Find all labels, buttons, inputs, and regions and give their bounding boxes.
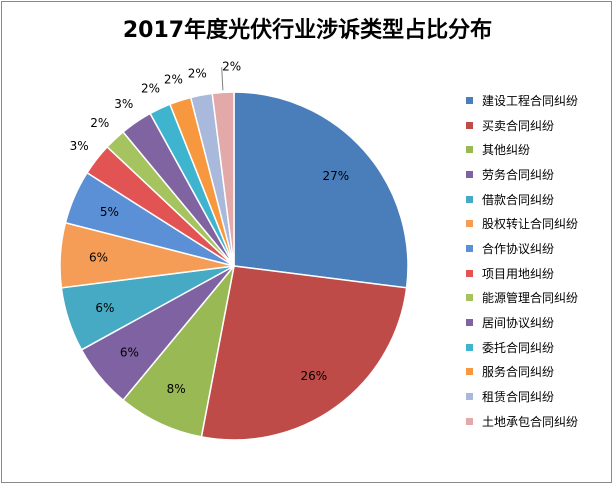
data-label-1: 26% xyxy=(300,369,327,383)
legend-item-12: 租赁合同纠纷 xyxy=(466,384,611,409)
legend-swatch-6 xyxy=(466,244,473,252)
legend-item-0: 建设工程合同纠纷 xyxy=(466,88,611,113)
data-label-9: 3% xyxy=(114,97,133,111)
legend-item-2: 其他纠纷 xyxy=(466,137,611,162)
legend-label-3: 劳务合同纠纷 xyxy=(482,167,555,182)
chart-legend: 建设工程合同纠纷 买卖合同纠纷 其他纠纷劳务合同纠纷 借款合同纠纷股权转让合同纠纷 合作… xyxy=(466,88,611,434)
legend-label-2: 其他纠纷 xyxy=(482,143,531,158)
data-label-6: 5% xyxy=(100,205,119,219)
data-label-4: 6% xyxy=(95,301,114,315)
legend-item-6: 合作协议纠纷 xyxy=(466,236,611,261)
legend-label-0: 建设工程合同纠纷 xyxy=(482,93,579,108)
legend-label-8: 能源管理合同纠纷 xyxy=(482,291,579,306)
pie-slice-0 xyxy=(233,91,409,289)
legend-label-13: 土地承包合同纠纷 xyxy=(482,414,579,429)
legend-item-5: 股权转让合同纠纷 xyxy=(466,211,611,236)
legend-item-11: 服务合同纠纷 xyxy=(466,360,611,385)
legend-swatch-5 xyxy=(466,220,473,228)
data-label-11: 2% xyxy=(164,73,183,87)
legend-swatch-1 xyxy=(466,121,473,129)
data-label-5: 6% xyxy=(89,251,108,265)
chart-title: 2017年度光伏行业涉诉类型占比分布 xyxy=(122,18,493,43)
legend-label-9: 居间协议纠纷 xyxy=(482,316,555,331)
legend-label-7: 项目用地纠纷 xyxy=(482,266,555,281)
leader-line-13 xyxy=(221,67,224,91)
legend-label-11: 服务合同纠纷 xyxy=(482,365,555,380)
legend-swatch-10 xyxy=(466,343,473,351)
legend-swatch-13 xyxy=(466,417,473,425)
legend-swatch-12 xyxy=(466,393,473,401)
legend-item-10: 委托合同纠纷 xyxy=(466,335,611,360)
data-label-2: 8% xyxy=(167,382,186,396)
legend-label-4: 借款合同纠纷 xyxy=(482,192,555,207)
legend-label-5: 股权转让合同纠纷 xyxy=(482,217,579,232)
legend-swatch-3 xyxy=(466,170,473,178)
data-label-10: 2% xyxy=(141,82,160,96)
legend-label-12: 租赁合同纠纷 xyxy=(482,390,555,405)
legend-item-4: 借款合同纠纷 xyxy=(466,187,611,212)
data-label-8: 2% xyxy=(90,116,109,130)
legend-item-13: 土地承包合同纠纷 xyxy=(466,409,611,434)
legend-swatch-7 xyxy=(466,269,473,277)
pie-slice-1 xyxy=(200,265,408,441)
pie-slice-13 xyxy=(211,91,235,267)
data-label-12: 2% xyxy=(188,67,207,81)
legend-item-9: 居间协议纠纷 xyxy=(466,310,611,335)
legend-swatch-11 xyxy=(466,368,473,376)
legend-label-1: 买卖合同纠纷 xyxy=(482,118,555,133)
legend-item-8: 能源管理合同纠纷 xyxy=(466,286,611,311)
legend-label-10: 委托合同纠纷 xyxy=(482,340,555,355)
legend-swatch-4 xyxy=(466,195,473,203)
data-label-0: 27% xyxy=(322,169,349,183)
legend-item-1: 买卖合同纠纷 xyxy=(466,113,611,138)
legend-swatch-0 xyxy=(466,96,473,104)
legend-item-3: 劳务合同纠纷 xyxy=(466,162,611,187)
legend-swatch-8 xyxy=(466,294,473,302)
data-label-7: 3% xyxy=(70,139,89,153)
data-label-3: 6% xyxy=(120,346,139,360)
legend-label-6: 合作协议纠纷 xyxy=(482,241,555,256)
legend-swatch-9 xyxy=(466,319,473,327)
legend-item-7: 项目用地纠纷 xyxy=(466,261,611,286)
data-label-13: 2% xyxy=(222,59,241,73)
legend-swatch-2 xyxy=(466,146,473,154)
